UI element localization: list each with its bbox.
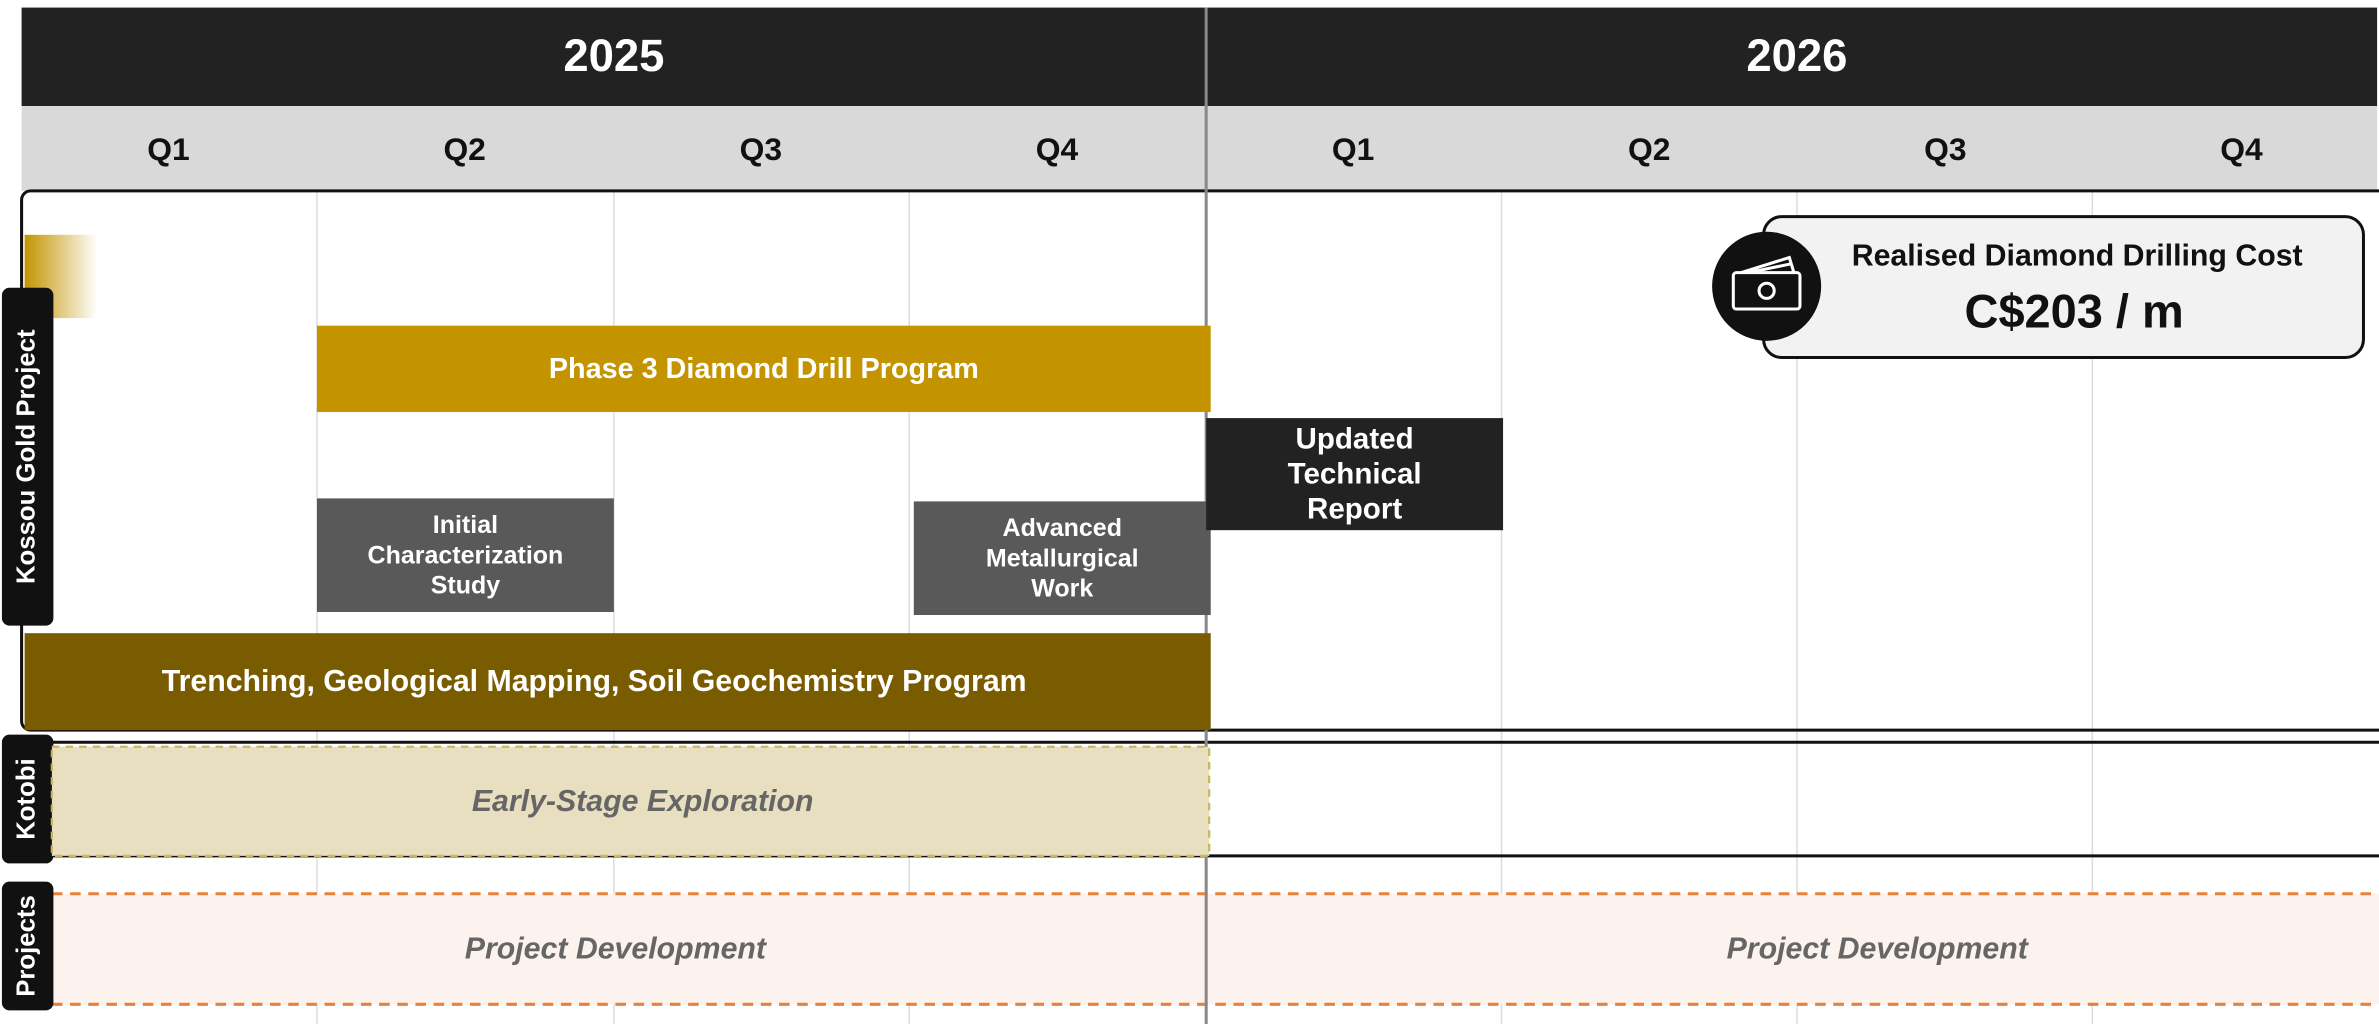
year-label: 2025 [563,30,664,81]
callout: Realised Diamond Drilling Cost C$203 / m [1712,215,2365,360]
task-label: Updated [1296,423,1414,456]
quarter-label: Q4 [1036,131,1079,167]
callout-title: Realised Diamond Drilling Cost [1852,240,2303,273]
task-label: Project Development [1727,933,2030,966]
quarter-header [21,106,2378,191]
task-label: Work [1031,575,1093,603]
quarter-label: Q1 [1332,131,1374,167]
task-bar [50,745,1211,857]
quarter-label: Q3 [1924,131,1966,167]
lane-label: Kotobi [12,758,40,840]
task-label: Advanced [1003,514,1122,542]
callout-value: C$203 / m [1965,284,2184,337]
money-icon [1712,231,1822,341]
task-label: Trenching, Geological Mapping, Soil Geoc… [162,665,1027,698]
task-label: Metallurgical [986,544,1139,572]
quarter-label: Q3 [740,131,782,167]
year-label: 2026 [1746,30,1847,81]
projects-band [51,893,2379,1005]
quarter-label: Q2 [1628,131,1670,167]
task-label: Characterization [368,541,564,569]
lane-label: Projects [12,895,40,997]
year-header [21,7,2378,107]
lane-tab [1,734,54,864]
lane-tab [1,881,54,1011]
task-bar [24,633,1211,731]
lane-label: Kossou Gold Project [12,329,40,584]
task-label: Study [431,572,501,600]
quarter-label: Q2 [443,131,485,167]
task-label: Report [1307,492,1402,525]
task-label: Initial [433,511,498,539]
quarter-label: Q1 [147,131,189,167]
quarter-label: Q4 [2220,131,2263,167]
lane-tab [1,287,54,626]
task-bar [316,325,1211,413]
task-bar [1206,418,1504,531]
task-label: Early-Stage Exploration [472,785,814,818]
task-label: Project Development [465,933,768,966]
task-bar [913,501,1211,616]
task-label: Phase 3 Diamond Drill Program [549,353,979,385]
task-bar [316,498,614,612]
money-icon-detail [1731,255,1802,311]
task-label: Technical [1288,457,1422,490]
